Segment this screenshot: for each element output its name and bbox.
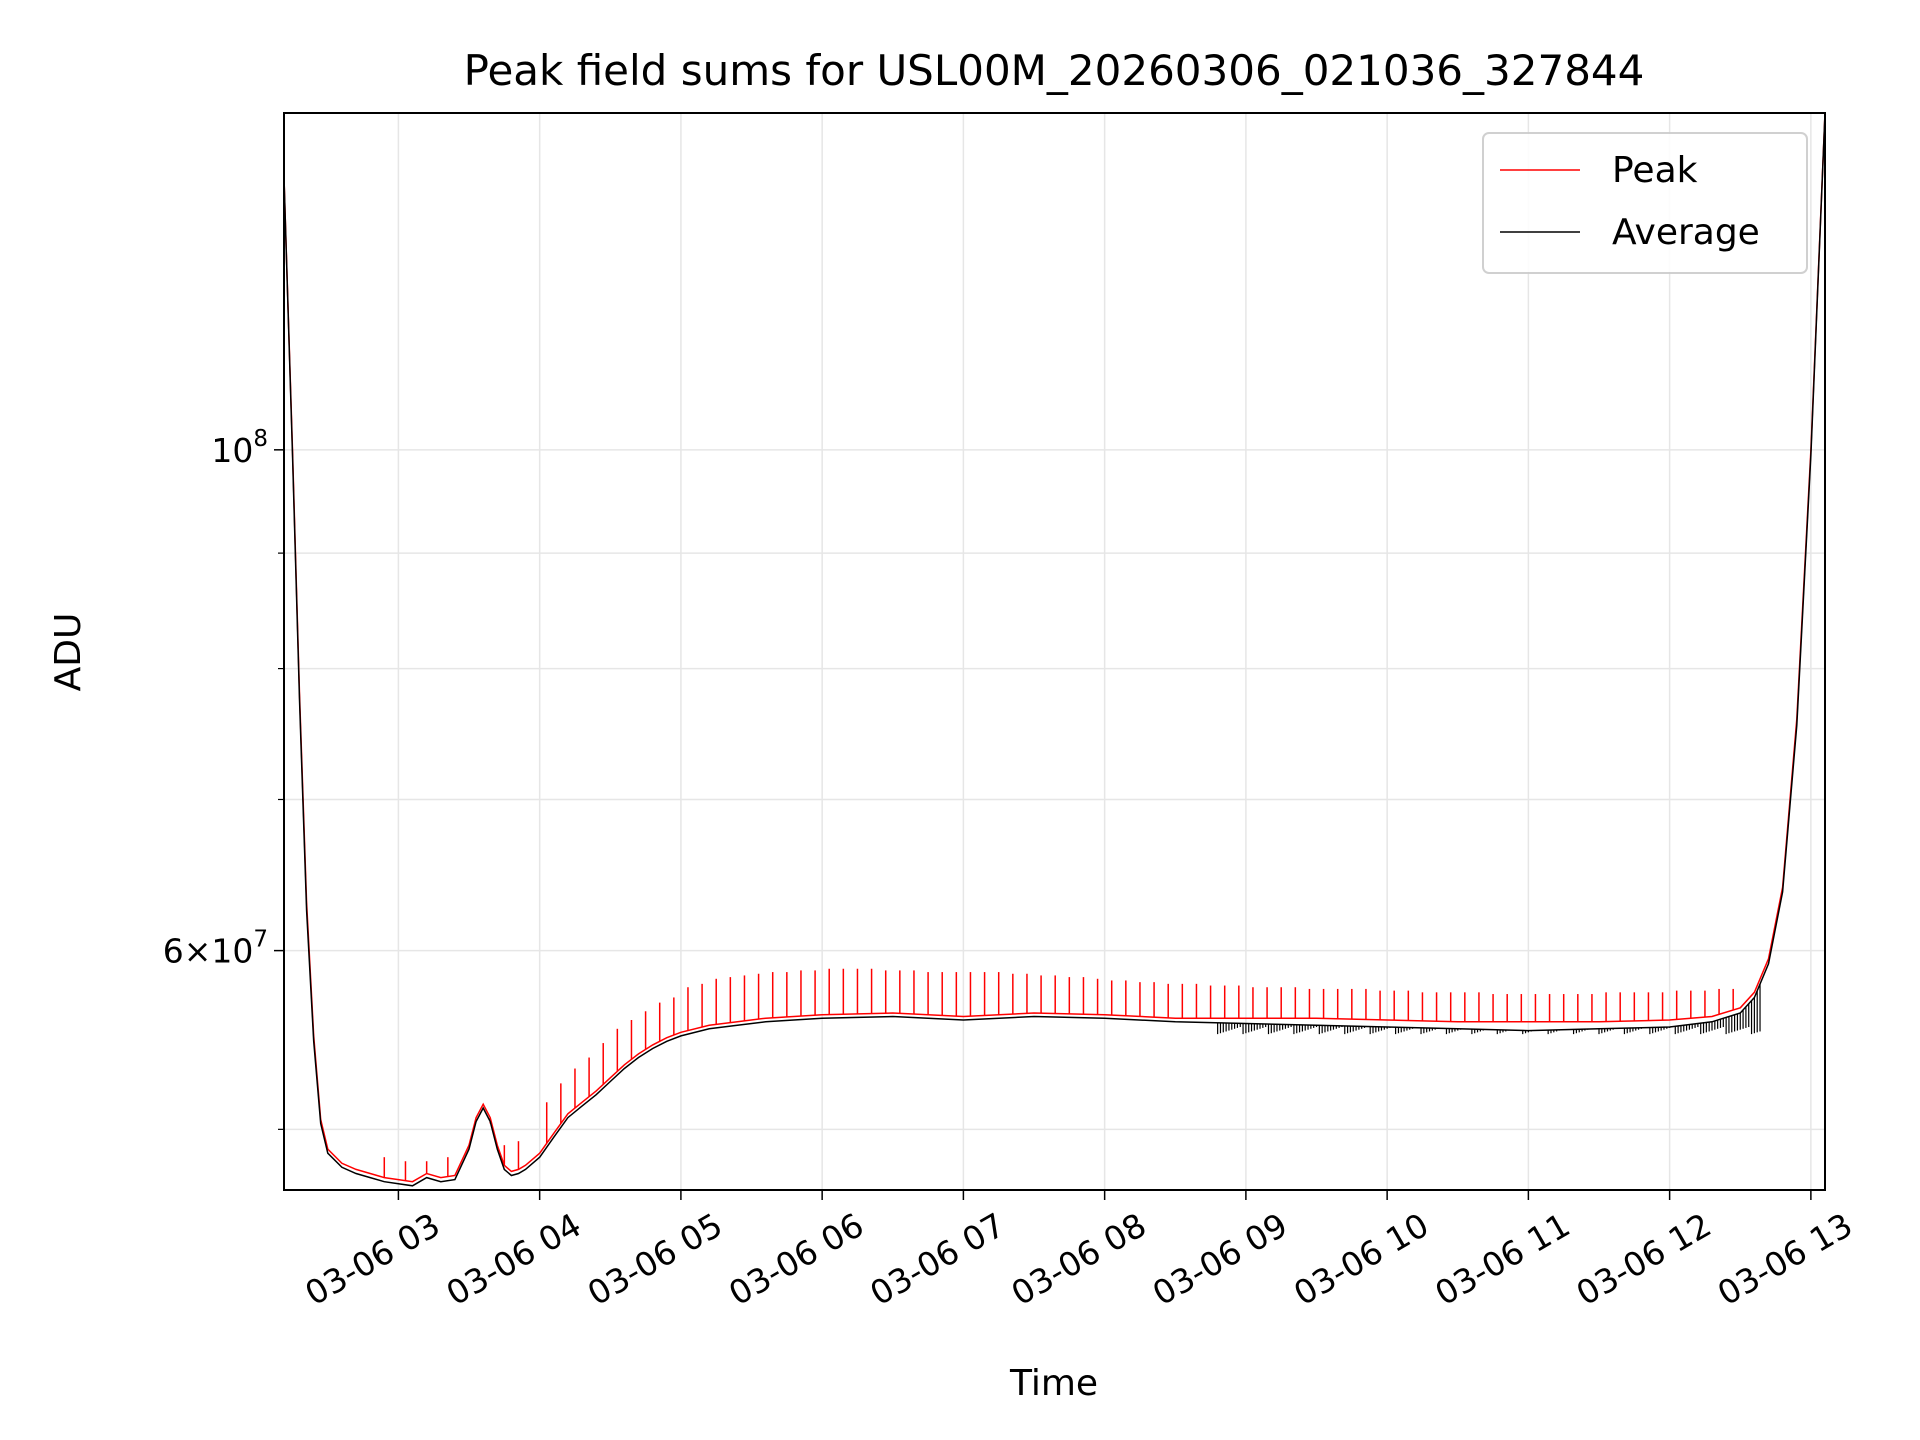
y-tick-label: 6×107 (163, 927, 268, 971)
y-tick-label: 108 (211, 426, 268, 470)
x-axis-label: Time (1009, 1363, 1098, 1404)
grid (284, 113, 1825, 1190)
plot-frame (283, 112, 1826, 1191)
series-line-peak (284, 113, 1825, 1183)
legend-label-average: Average (1612, 212, 1760, 253)
chart-title: Peak field sums for USL00M_20260306_0210… (464, 46, 1645, 95)
y-axis-label: ADU (48, 613, 89, 692)
legend: Peak Average (1482, 132, 1808, 274)
legend-label-peak: Peak (1612, 150, 1698, 191)
legend-box (1482, 132, 1808, 274)
